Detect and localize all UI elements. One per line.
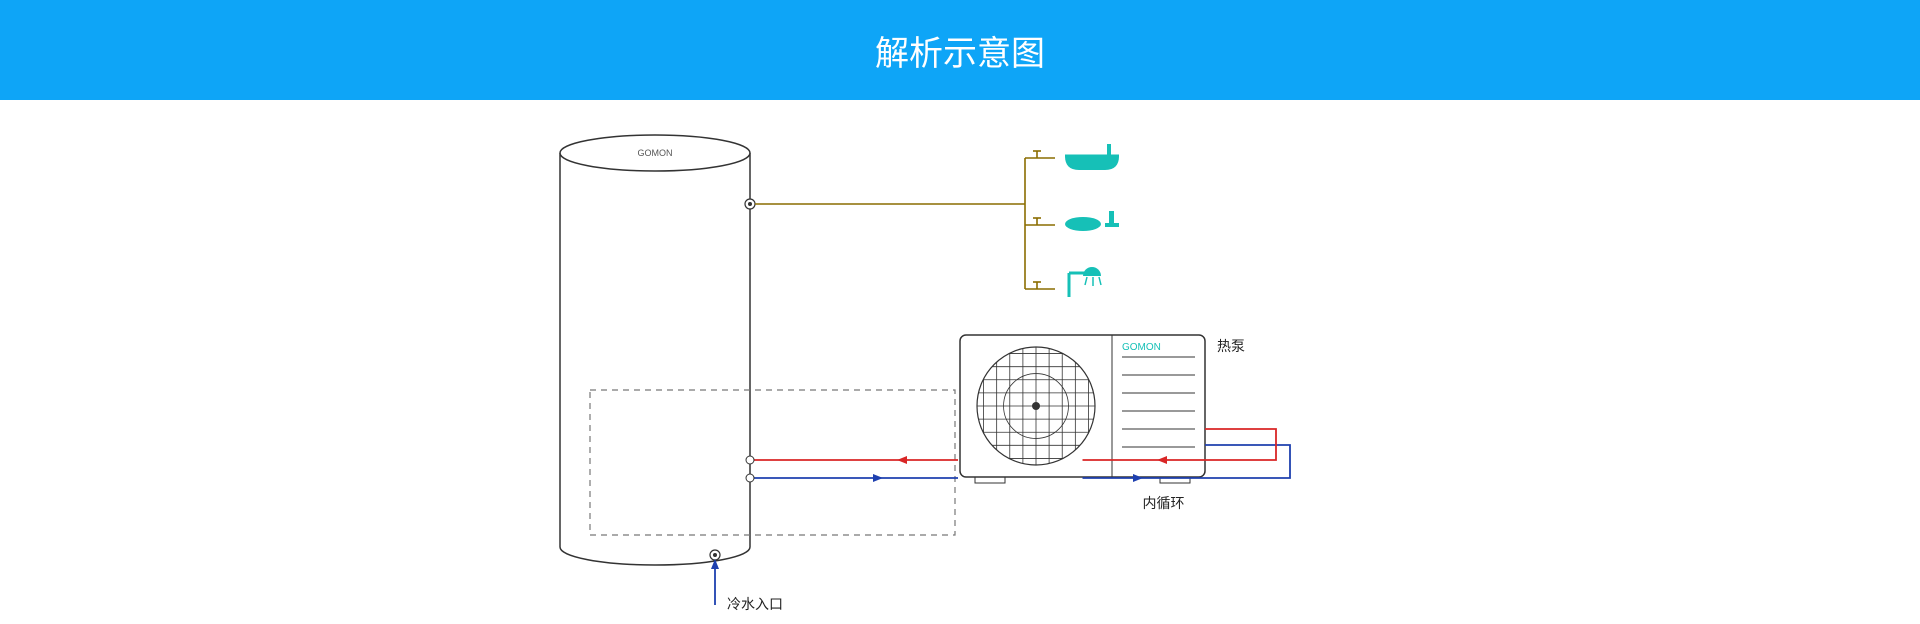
svg-text:GOMON: GOMON <box>1122 342 1161 353</box>
svg-text:热泵: 热泵 <box>1217 338 1245 354</box>
schematic-diagram: GOMON GOMON 热泵内循环冷水入口 <box>0 0 1920 624</box>
svg-text:内循环: 内循环 <box>1143 495 1185 511</box>
svg-text:冷水入口: 冷水入口 <box>727 596 783 612</box>
svg-text:GOMON: GOMON <box>638 148 673 158</box>
